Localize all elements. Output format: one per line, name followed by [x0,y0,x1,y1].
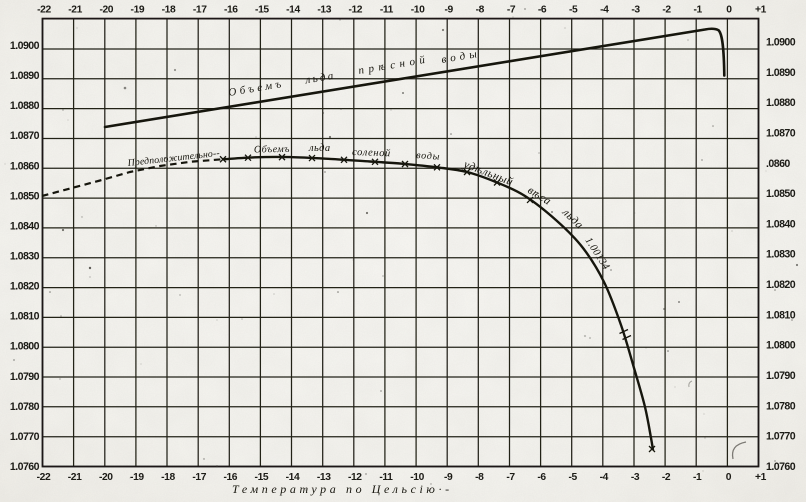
svg-text:-6: -6 [537,472,546,483]
svg-text:+1: +1 [755,5,767,16]
svg-text:1.0830: 1.0830 [10,251,40,263]
svg-text:-14: -14 [286,5,300,16]
svg-text:-7: -7 [507,5,516,16]
svg-text:-2: -2 [662,472,671,483]
svg-text:1.0830: 1.0830 [766,249,796,261]
svg-text:1.0850: 1.0850 [10,190,40,202]
svg-text:-9: -9 [444,472,453,483]
svg-text:.0860: .0860 [766,158,790,170]
svg-text:-4: -4 [600,472,609,483]
svg-text:-16: -16 [223,472,237,483]
svg-text:1.0770: 1.0770 [10,431,40,443]
svg-text:-20: -20 [99,472,113,483]
svg-text:-8: -8 [476,5,485,16]
svg-text:-14: -14 [286,472,300,483]
svg-text:1.0770: 1.0770 [766,431,796,443]
svg-text:1.0900: 1.0900 [766,37,796,49]
svg-text:-13: -13 [317,472,331,483]
svg-text:1.0760: 1.0760 [10,461,40,473]
svg-text:1.0790: 1.0790 [766,370,796,382]
svg-text:-19: -19 [130,472,144,483]
svg-text:-13: -13 [317,5,331,16]
svg-text:-1: -1 [693,472,702,483]
svg-text:-21: -21 [68,472,82,483]
svg-text:Температура по Цельсію·-: Температура по Цельсію·- [232,482,453,496]
svg-text:-16: -16 [224,5,238,16]
svg-text:1.0900: 1.0900 [10,40,40,52]
svg-text:1.0850: 1.0850 [766,188,796,200]
svg-text:1.0890: 1.0890 [10,70,40,82]
svg-text:-2: -2 [662,5,671,16]
svg-text:-12: -12 [348,472,362,483]
svg-text:+1: +1 [755,472,767,483]
svg-text:-8: -8 [475,472,484,483]
svg-text:-3: -3 [631,472,640,483]
svg-text:0: 0 [726,5,732,16]
svg-text:-21: -21 [68,5,82,16]
svg-text:1.0860: 1.0860 [10,160,40,172]
svg-text:-17: -17 [193,5,207,16]
svg-text:-18: -18 [162,5,176,16]
svg-text:-22: -22 [37,5,51,16]
svg-text:1.0880: 1.0880 [10,100,40,112]
svg-text:-11: -11 [380,5,394,16]
svg-text:1.0760: 1.0760 [766,461,796,473]
svg-text:-19: -19 [131,5,145,16]
svg-text:-3: -3 [631,5,640,16]
svg-text:соленой: соленой [352,147,391,159]
svg-text:-20: -20 [99,5,113,16]
svg-text:1.0790: 1.0790 [10,371,40,383]
svg-text:-1: -1 [694,5,703,16]
svg-text:1.0870: 1.0870 [10,130,40,142]
svg-text:-17: -17 [192,472,206,483]
svg-text:-15: -15 [255,5,269,16]
svg-text:-10: -10 [410,472,424,483]
svg-text:-7: -7 [506,472,515,483]
svg-text:1.0870: 1.0870 [766,128,796,140]
svg-text:1.0840: 1.0840 [766,218,796,230]
svg-text:-9: -9 [445,5,454,16]
svg-text:-12: -12 [348,5,362,16]
svg-text:1.0780: 1.0780 [10,401,40,413]
svg-text:льда: льда [304,70,337,87]
svg-text:-5: -5 [569,5,578,16]
svg-text:-6: -6 [538,5,547,16]
svg-text:1.0800: 1.0800 [766,340,796,352]
svg-text:1.0810: 1.0810 [10,311,40,323]
svg-text:-5: -5 [569,472,578,483]
svg-text:1.0840: 1.0840 [10,220,40,232]
svg-text:1.0780: 1.0780 [766,400,796,412]
svg-text:1.0820: 1.0820 [10,281,40,293]
svg-text:-4: -4 [600,5,609,16]
svg-text:1.0890: 1.0890 [766,67,796,79]
svg-text:Объемъ: Объемъ [254,144,290,156]
svg-text:1.0880: 1.0880 [766,97,796,109]
svg-text:льда: льда [308,143,331,154]
svg-text:-18: -18 [161,472,175,483]
svg-text:-15: -15 [255,472,269,483]
svg-text:воды: воды [416,150,441,163]
svg-text:1.0800: 1.0800 [10,341,40,353]
svg-text:-22: -22 [37,472,51,483]
svg-text:1.0820: 1.0820 [766,279,796,291]
svg-text:-11: -11 [379,472,393,483]
svg-text:0: 0 [726,472,732,483]
svg-text:1.0810: 1.0810 [766,309,796,321]
svg-text:-10: -10 [411,5,425,16]
